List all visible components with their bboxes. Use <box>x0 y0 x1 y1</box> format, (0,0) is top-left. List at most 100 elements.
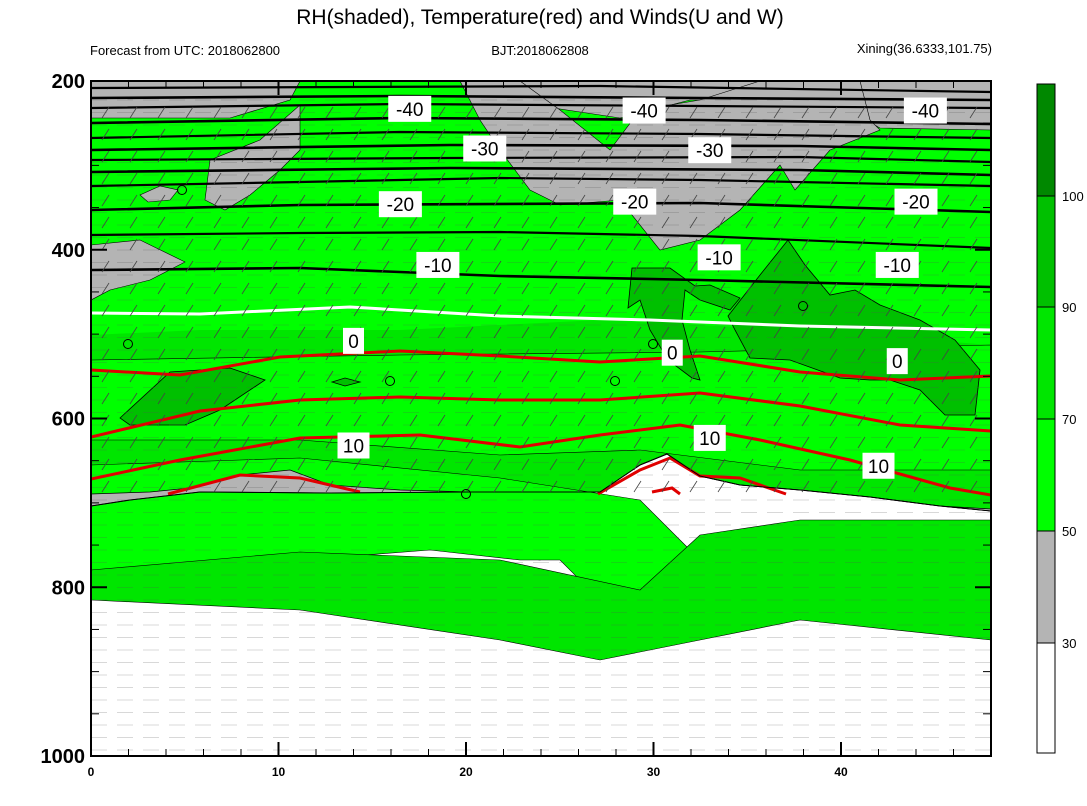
wind-barb <box>745 172 754 185</box>
wind-barb <box>185 414 194 427</box>
wind-barb <box>577 282 586 295</box>
wind-barb <box>521 282 530 295</box>
wind-barb <box>129 282 138 295</box>
wind-barb <box>885 480 894 493</box>
wind-barb <box>773 304 782 317</box>
wind-barb <box>661 172 670 185</box>
wind-barb <box>185 480 194 493</box>
wind-barb <box>493 304 502 317</box>
wind-barb <box>437 150 446 163</box>
wind-barb <box>297 370 306 383</box>
wind-barb <box>689 348 698 361</box>
wind-barb <box>325 238 334 251</box>
wind-barb <box>857 304 866 317</box>
wind-barb <box>605 304 614 317</box>
wind-barb <box>381 458 390 471</box>
wind-barb <box>829 238 838 251</box>
wind-barb <box>633 238 642 251</box>
wind-barb <box>185 282 194 295</box>
wind-barb <box>381 304 390 317</box>
wind-barb <box>325 260 334 273</box>
wind-barb <box>661 480 670 493</box>
wind-barb <box>437 106 446 119</box>
wind-barb <box>717 216 726 229</box>
wind-barb <box>493 480 502 493</box>
wind-barb <box>773 480 782 493</box>
wind-barb <box>661 238 670 251</box>
isotherm-black-line <box>91 166 991 177</box>
wind-barb <box>325 480 334 493</box>
wind-barb <box>969 106 978 119</box>
wind-barb <box>717 480 726 493</box>
wind-barb <box>101 414 110 427</box>
wind-barb <box>857 106 866 119</box>
wind-barb <box>241 260 250 273</box>
wind-barb <box>857 260 866 273</box>
wind-barb <box>885 392 894 405</box>
contour-label-box <box>903 97 947 124</box>
wind-barb <box>493 238 502 251</box>
isotherm-red-line <box>597 456 787 496</box>
wind-barb <box>269 304 278 317</box>
wind-barb <box>241 348 250 361</box>
wind-barb <box>717 348 726 361</box>
calm-wind-circle <box>648 339 658 349</box>
wind-barb <box>437 216 446 229</box>
wind-barb <box>913 348 922 361</box>
wind-barb <box>549 348 558 361</box>
wind-barb <box>353 150 362 163</box>
wind-barb <box>409 216 418 229</box>
calm-wind-circle <box>385 376 395 386</box>
wind-barb <box>129 348 138 361</box>
wind-barb <box>745 436 754 449</box>
wind-barb <box>829 436 838 449</box>
wind-barb <box>745 304 754 317</box>
wind-barb <box>493 216 502 229</box>
wind-barb <box>605 326 614 339</box>
wind-barb <box>885 128 894 141</box>
wind-barb <box>633 436 642 449</box>
wind-barb <box>633 128 642 141</box>
wind-barb <box>157 238 166 251</box>
wind-barb <box>437 282 446 295</box>
wind-barb <box>465 260 474 273</box>
y-tick-label: 600 <box>52 409 85 431</box>
wind-barb <box>661 282 670 295</box>
wind-barb <box>773 436 782 449</box>
wind-barb <box>969 370 978 383</box>
wind-barb <box>801 194 810 207</box>
wind-barb <box>353 458 362 471</box>
wind-barb <box>157 216 166 229</box>
wind-barb <box>549 304 558 317</box>
wind-barb <box>157 106 166 119</box>
wind-barb <box>549 106 558 119</box>
wind-barb <box>661 392 670 405</box>
wind-barb <box>493 458 502 471</box>
wind-barb <box>157 260 166 273</box>
wind-barb <box>885 304 894 317</box>
wind-barb <box>605 392 614 405</box>
wind-barb <box>493 348 502 361</box>
isotherm-black-line <box>91 201 991 214</box>
wind-barb <box>213 238 222 251</box>
wind-barb <box>213 326 222 339</box>
wind-barb <box>465 414 474 427</box>
wind-barb <box>577 304 586 317</box>
wind-barb <box>661 260 670 273</box>
wind-barb <box>297 326 306 339</box>
wind-barb <box>829 348 838 361</box>
wind-barb <box>773 392 782 405</box>
wind-barb <box>689 172 698 185</box>
wind-barb <box>157 172 166 185</box>
contour-label-box <box>463 135 507 162</box>
wind-barb <box>157 458 166 471</box>
wind-barb <box>605 106 614 119</box>
wind-barb <box>661 150 670 163</box>
wind-barb <box>661 304 670 317</box>
wind-barb <box>493 194 502 207</box>
colorbar-level-label: 90 <box>1062 300 1076 315</box>
isotherm-red-line <box>91 349 991 382</box>
wind-barb <box>745 458 754 471</box>
wind-barb <box>129 304 138 317</box>
wind-barb <box>297 260 306 273</box>
